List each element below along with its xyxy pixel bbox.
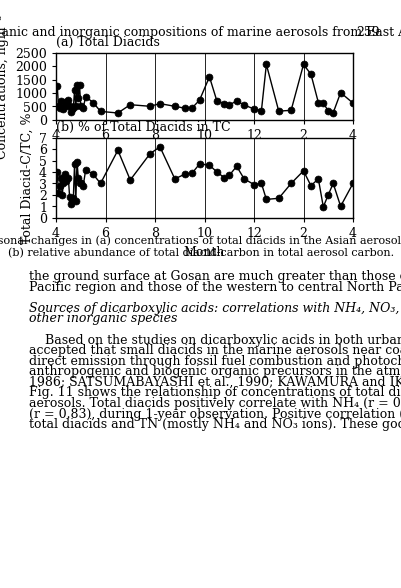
Y-axis label: Concentrations, ngm⁻³: Concentrations, ngm⁻³: [0, 14, 9, 159]
Text: Sources of dicarboxylic acids: correlations with NH₄, NO₃, nss-SO₄ and: Sources of dicarboxylic acids: correlati…: [29, 302, 401, 315]
Text: accepted that small diacids in the marine aerosols near coastal regions are deri: accepted that small diacids in the marin…: [29, 344, 401, 357]
Text: direct emission through fossil fuel combustion and photochemical oxidation of th: direct emission through fossil fuel comb…: [29, 355, 401, 368]
Text: FIG. 10. Seasonal changes in (a) concentrations of total diacids in the Asian ae: FIG. 10. Seasonal changes in (a) concent…: [0, 235, 401, 245]
X-axis label: Month: Month: [183, 245, 225, 259]
Text: Fig. 11 shows the relationship of concentrations of total diacids with those of : Fig. 11 shows the relationship of concen…: [29, 386, 401, 399]
Text: aerosols. Total diacids positively correlate with NH₄ (r = 0.83), NO₃ (r = 0.86): aerosols. Total diacids positively corre…: [29, 397, 401, 410]
Text: (r = 0.83), during 1-year observation. Positive correlation (r = 0.83) was also : (r = 0.83), during 1-year observation. P…: [29, 407, 401, 420]
Text: (b) relative abundance of total diacid-carbon in total aerosol carbon.: (b) relative abundance of total diacid-c…: [8, 248, 393, 258]
Text: (b) % of Total Diacids in TC: (b) % of Total Diacids in TC: [56, 121, 230, 134]
Text: (a) Total Diacids: (a) Total Diacids: [56, 36, 160, 49]
Text: Pacific region and those of the western to central North Pacific.: Pacific region and those of the western …: [29, 280, 401, 293]
Text: anthropogenic and biogenic organic precursors in the atmosphere (KAWAMURA and KA: anthropogenic and biogenic organic precu…: [29, 365, 401, 378]
Text: Organic and inorganic compositions of marine aerosols from East Asia: Organic and inorganic compositions of ma…: [0, 26, 401, 39]
Text: 1986; SATSUMABAYASHI et al., 1990; KAWAMURA and IKUSHIMA, 1993; MOCHIDA et al., : 1986; SATSUMABAYASHI et al., 1990; KAWAM…: [29, 376, 401, 389]
Text: the ground surface at Gosan are much greater than those of upper troposphere in : the ground surface at Gosan are much gre…: [29, 270, 401, 283]
Text: 259: 259: [355, 26, 379, 39]
Y-axis label: Total Diacid-C/TC, %: Total Diacid-C/TC, %: [20, 112, 33, 243]
Text: total diacids and TN (mostly NH₄ and NO₃ ions). These good correlations support : total diacids and TN (mostly NH₄ and NO₃…: [29, 418, 401, 431]
Text: Based on the studies on dicarboxylic acids in both urban and marine aerosols, it: Based on the studies on dicarboxylic aci…: [29, 333, 401, 346]
Text: other inorganic species: other inorganic species: [29, 312, 177, 325]
